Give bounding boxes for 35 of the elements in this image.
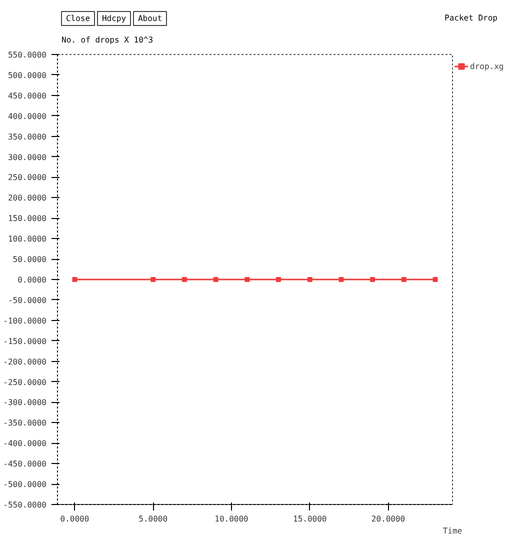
x-tick-label: 0.0000 [60,514,90,524]
y-tick-label: -200.0000 [3,357,47,366]
x-tick-label: 5.0000 [138,514,168,524]
y-tick-label: -400.0000 [3,439,47,448]
y-tick-label: 450.0000 [8,91,47,100]
text: Close [66,14,90,23]
y-tick-label: -250.0000 [3,378,47,387]
y-tick-label: -350.0000 [3,418,47,428]
y-tick-label: 300.0000 [8,152,47,162]
y-tick-label: 550.0000 [8,50,47,60]
text: Packet Drop [444,14,498,22]
y-tick-label: -450.0000 [3,460,47,469]
y-tick-label: 150.0000 [8,214,47,224]
y-tick-label: -500.0000 [3,480,47,490]
y-tick-label: 350.0000 [8,132,47,142]
legend-label: drop.xg [470,62,504,70]
x-axis-title: Time [442,526,462,536]
y-tick-label: -150.0000 [3,336,47,346]
y-tick-label: 400.0000 [8,112,47,121]
x-tick-label: 10.0000 [214,514,249,524]
y-tick-label: 100.0000 [8,234,47,244]
y-tick-label: -300.0000 [3,398,47,408]
text: About [138,14,162,23]
y-tick-label: 0.0000 [18,276,47,284]
x-tick-label: 20.0000 [371,514,406,524]
y-axis-title: No. of drops X 10^3 [62,36,154,44]
x-tick-label: 15.0000 [293,514,327,524]
y-tick-label: -550.0000 [3,500,47,510]
y-tick-label: -50.0000 [8,296,47,305]
y-tick-label: 500.0000 [8,70,47,80]
y-tick-label: 250.0000 [8,173,47,182]
y-tick-label: 200.0000 [8,194,47,203]
y-tick-label: -100.0000 [3,316,47,326]
y-tick-label: 50.0000 [12,255,47,264]
text: Hdcpy [102,14,126,23]
